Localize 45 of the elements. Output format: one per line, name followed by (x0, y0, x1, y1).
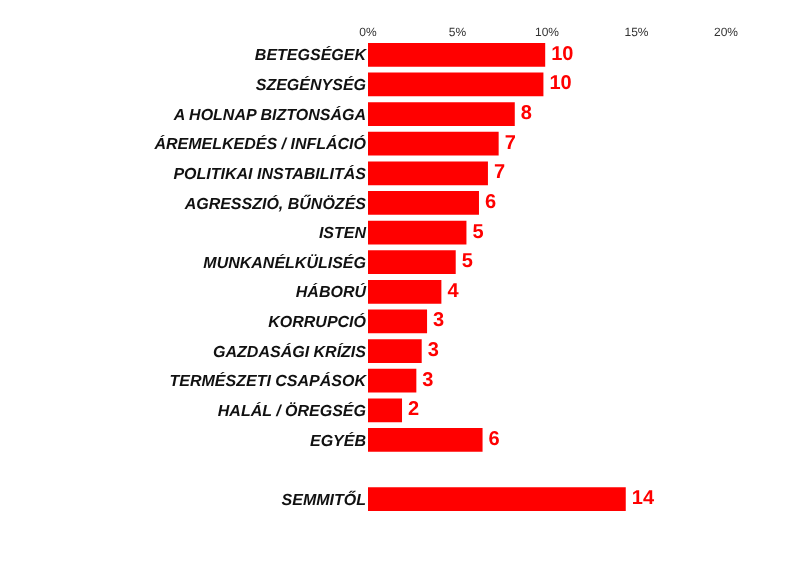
bar (368, 72, 544, 97)
data-label: 10 (549, 73, 573, 96)
y-tick-label: A HOLNAP BIZTONSÁGA (171, 103, 367, 124)
bar (368, 309, 428, 334)
y-tick-label: POLITIKAI INSTABILITÁS (173, 162, 368, 183)
bar (368, 279, 442, 304)
data-label: 5 (472, 221, 485, 244)
y-tick-label: SEMMITŐL (281, 488, 367, 509)
y-tick-label: TERMÉSZETI CSAPÁSOK (169, 370, 369, 391)
y-tick-label: SZEGÉNYSÉG (255, 74, 366, 95)
y-tick-label: KORRUPCIÓ (268, 311, 368, 332)
y-tick-label: MUNKANÉLKÜLISÉG (203, 251, 366, 272)
bar (368, 220, 467, 245)
data-label: 4 (447, 280, 460, 303)
data-label: 6 (488, 428, 501, 451)
data-label: 7 (504, 132, 517, 155)
data-label: 3 (422, 369, 435, 392)
y-tick-label: AGRESSZIÓ, BŰNÖZÉS (182, 192, 368, 213)
y-tick-label: ÁREMELKEDÉS / INFLÁCIÓ (152, 133, 368, 154)
bar (368, 428, 483, 452)
bar (368, 161, 488, 186)
bar (368, 102, 515, 126)
y-tick-label: ISTEN (318, 224, 367, 243)
data-label: 2 (408, 399, 421, 422)
data-label: 5 (461, 251, 474, 274)
bar (368, 398, 403, 423)
y-tick-label: HÁBORÚ (295, 281, 367, 302)
bar (368, 368, 417, 393)
data-label: 8 (520, 103, 533, 126)
bar (368, 131, 499, 156)
bar (368, 191, 479, 215)
data-label: 10 (551, 43, 575, 66)
data-label: 3 (427, 340, 440, 363)
bar (368, 42, 546, 67)
data-label: 14 (631, 488, 655, 511)
y-tick-label: EGYÉB (309, 429, 367, 450)
y-tick-label: HALÁL / ÖREGSÉG (217, 399, 366, 420)
bar (368, 250, 456, 275)
y-tick-label: BETEGSÉGEK (254, 44, 369, 65)
data-label: 3 (433, 310, 446, 333)
y-tick-label: GAZDASÁGI KRÍZIS (213, 340, 368, 361)
bar (368, 339, 422, 363)
data-label: 7 (493, 162, 506, 185)
bar (368, 487, 626, 512)
data-label: 6 (484, 191, 497, 214)
